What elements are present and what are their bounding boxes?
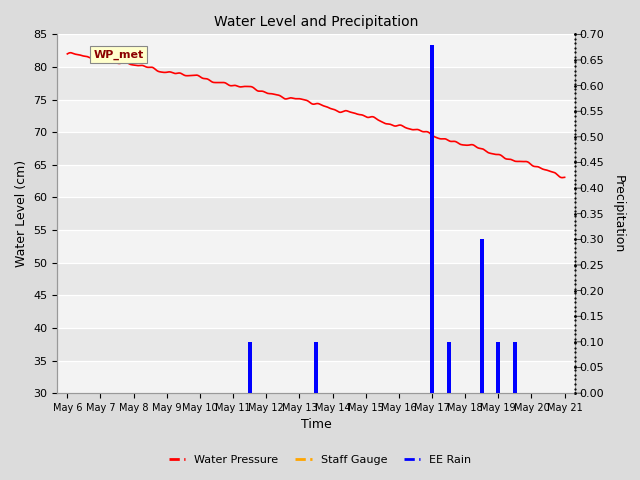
Bar bbox=[58, 295, 575, 328]
Title: Water Level and Precipitation: Water Level and Precipitation bbox=[214, 15, 418, 29]
Bar bbox=[58, 230, 575, 263]
Bar bbox=[58, 99, 575, 132]
Y-axis label: Precipitation: Precipitation bbox=[612, 175, 625, 253]
Bar bbox=[58, 165, 575, 197]
Bar bbox=[447, 342, 451, 393]
Legend: Water Pressure, Staff Gauge, EE Rain: Water Pressure, Staff Gauge, EE Rain bbox=[164, 451, 476, 469]
Bar bbox=[496, 342, 500, 393]
Bar bbox=[58, 35, 575, 67]
Bar bbox=[430, 45, 434, 393]
Bar bbox=[248, 342, 252, 393]
Bar bbox=[314, 342, 318, 393]
X-axis label: Time: Time bbox=[301, 419, 332, 432]
Bar bbox=[513, 342, 517, 393]
Text: WP_met: WP_met bbox=[93, 49, 144, 60]
Bar bbox=[480, 240, 484, 393]
Bar bbox=[58, 360, 575, 393]
Y-axis label: Water Level (cm): Water Level (cm) bbox=[15, 160, 28, 267]
